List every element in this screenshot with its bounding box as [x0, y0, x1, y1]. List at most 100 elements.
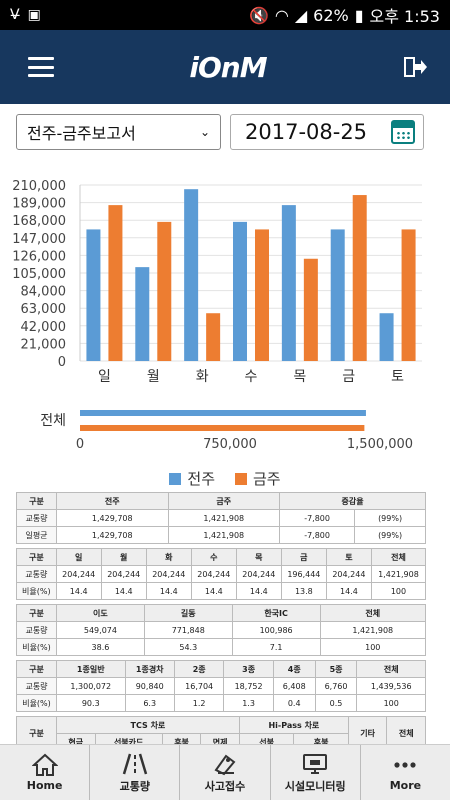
table-cell: 6,760: [314, 677, 358, 695]
bar: [157, 221, 172, 361]
monitor-icon: [303, 753, 328, 774]
report-select[interactable]: 전주-금주보고서 ⌄: [16, 114, 221, 150]
table-row: 일평균 1,429,708 1,421,908 -7,800 (99%): [16, 526, 426, 544]
y-tick-label: 21,000: [21, 337, 67, 352]
table-header: 후불: [293, 733, 349, 744]
road-icon: [122, 753, 147, 774]
table-header: 전체: [319, 604, 426, 622]
table-header-row: 구분 이도 길동 한국IC 전체: [16, 604, 426, 622]
x-tick-label: 일: [98, 369, 111, 385]
table-cell: 204,244: [100, 565, 147, 583]
table-header-row: 구분 1종일반 1종경차 2종 3종 4종 5종 전체: [16, 660, 426, 678]
menu-icon[interactable]: [28, 57, 54, 77]
table-cell: 14.4: [325, 582, 372, 600]
table-cell: 18,752: [223, 677, 274, 695]
table-header: 구분: [16, 716, 57, 744]
ic-table: 구분 이도 길동 한국IC 전체 교통량 549,074 771,848 100…: [16, 604, 426, 656]
table-cell: 14.4: [145, 582, 192, 600]
table-cell: -7,800: [279, 509, 356, 527]
table-header: 구분: [16, 492, 57, 510]
date-picker[interactable]: 2017-08-25: [230, 114, 424, 150]
bar: [80, 410, 366, 416]
table-header: 전주: [56, 492, 169, 510]
table-cell: 1,439,536: [356, 677, 426, 695]
table-cell: 100: [319, 638, 426, 656]
cell-signal-icon: ◢: [294, 5, 308, 25]
nav-accident[interactable]: 사고접수: [180, 745, 271, 800]
nav-traffic[interactable]: 교통량: [90, 745, 181, 800]
x-tick-label: 목: [293, 369, 306, 385]
table-cell: 교통량: [16, 677, 57, 695]
status-right: 🔇 ◠ ◢ 62% ▮ 오후 1:53: [249, 3, 440, 27]
x-tick-label: 1,500,000: [347, 437, 413, 452]
table-cell: 교통량: [16, 509, 57, 527]
table-cell: 204,244: [235, 565, 282, 583]
x-tick-label: 금: [342, 369, 355, 385]
table-cell: 교통량: [16, 565, 57, 583]
table-row: 비율(%) 14.4 14.4 14.4 14.4 14.4 13.8 14.4…: [16, 582, 426, 600]
table-header: 3종: [223, 660, 274, 678]
clock: 오후 1:53: [369, 7, 440, 26]
table-cell: 14.4: [55, 582, 102, 600]
table-cell: 100,986: [231, 621, 321, 639]
wifi-icon: ◠: [274, 5, 289, 25]
table-header-row: 구분 전주 금주 증감율: [16, 492, 426, 510]
gallery-icon: ▣: [27, 7, 41, 23]
bar: [281, 205, 296, 361]
table-header: 면제: [200, 733, 240, 744]
table-header: 목: [235, 548, 282, 566]
table-cell: 90.3: [56, 694, 126, 712]
table-row: 비율(%) 90.3 6.3 1.2 1.3 0.4 0.5 100: [16, 694, 426, 712]
x-tick-label: 750,000: [203, 437, 257, 452]
table-header: 2종: [173, 660, 225, 678]
table-cell: -7,800: [279, 526, 356, 544]
y-tick-label: 0: [58, 355, 66, 370]
weekly-traffic-chart: 210,000 189,000 168,000 147,000 126,000 105,0…: [12, 179, 422, 452]
table-header: 5종: [314, 660, 358, 678]
legend-item-curr: 금주: [235, 468, 281, 489]
y-tick-label: 105,000: [12, 267, 66, 282]
y-tick-label: 42,000: [21, 320, 67, 335]
table-header: 선불: [238, 733, 295, 744]
y-tick-label: 84,000: [21, 285, 67, 300]
table-row: 교통량 204,244 204,244 204,244 204,244 204,…: [16, 565, 426, 583]
table-cell: 1.3: [223, 694, 274, 712]
table-header: 일: [55, 548, 102, 566]
table-header: 이도: [56, 604, 145, 622]
table-row: 교통량 1,429,708 1,421,908 -7,800 (99%): [16, 509, 426, 527]
table-cell: 6.3: [124, 694, 175, 712]
table-cell: 1,421,908: [370, 565, 426, 583]
bar: [330, 229, 345, 361]
table-header: 수: [190, 548, 237, 566]
y-tick-label: 63,000: [21, 302, 67, 317]
table-header: 화: [145, 548, 192, 566]
table-header: 1종경차: [124, 660, 175, 678]
table-cell: 0.4: [272, 694, 316, 712]
bar: [80, 425, 365, 431]
nav-home[interactable]: Home: [0, 745, 91, 800]
bar: [86, 229, 101, 361]
y-tick-label: 168,000: [12, 214, 66, 229]
chevron-down-icon: ⌄: [199, 125, 210, 139]
table-cell: 1,421,908: [167, 509, 281, 527]
table-header: 토: [325, 548, 372, 566]
logout-icon[interactable]: [402, 54, 428, 80]
legend-swatch-prev: [169, 472, 182, 485]
table-header: 한국IC: [231, 604, 321, 622]
table-cell: 1,300,072: [56, 677, 126, 695]
x-tick-label: 0: [76, 437, 84, 452]
table-cell: 비율(%): [16, 694, 57, 712]
battery-percent: 62%: [313, 5, 349, 25]
table-header-row: 구분 TCS 차로 Hi-Pass 차로 기타 전체: [16, 716, 426, 744]
nav-more[interactable]: More: [361, 745, 450, 800]
calendar-icon[interactable]: [391, 120, 415, 144]
table-header: Hi-Pass 차로: [238, 716, 349, 734]
table-cell: (99%): [354, 526, 426, 544]
status-bar: V̶ ▣ 🔇 ◠ ◢ 62% ▮ 오후 1:53: [0, 0, 450, 30]
nav-monitor[interactable]: 시설모니터링: [271, 745, 361, 800]
table-header: 금: [280, 548, 327, 566]
x-tick-label: 토: [391, 369, 404, 385]
report-controls: 전주-금주보고서 ⌄ 2017-08-25: [16, 114, 424, 150]
home-icon: [31, 753, 58, 776]
table-cell: 1,429,708: [56, 526, 169, 544]
